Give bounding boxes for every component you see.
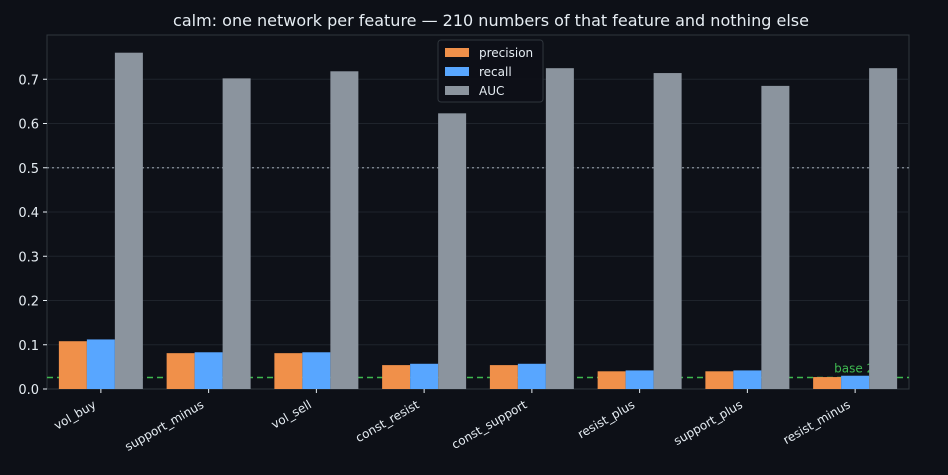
bar-recall-resist_plus — [625, 370, 654, 389]
y-tick-label: 0.4 — [18, 206, 39, 221]
legend: precision recall AUC — [437, 39, 544, 103]
x-tick-label: resist_plus — [575, 397, 637, 441]
x-tick-label: vol_sell — [269, 397, 314, 431]
legend-swatch-precision — [445, 48, 469, 57]
x-tick-label: support_minus — [122, 397, 206, 453]
legend-swatch-recall — [445, 67, 469, 76]
bar-auc-resist_plus — [653, 73, 682, 390]
bar-auc-const_resist — [438, 113, 467, 389]
bar-precision-resist_plus — [597, 371, 626, 389]
bar-recall-vol_buy — [86, 339, 115, 389]
bar-precision-const_resist — [382, 365, 411, 389]
y-tick-label: 0.7 — [18, 73, 39, 88]
legend-swatch-auc — [445, 86, 469, 95]
y-tick-label: 0.2 — [18, 295, 39, 310]
bar-precision-vol_sell — [274, 353, 303, 389]
bar-precision-support_minus — [166, 353, 195, 389]
bars — [58, 52, 898, 390]
bar-auc-resist_minus — [869, 68, 898, 389]
x-tick-label: vol_buy — [51, 397, 98, 432]
chart-title: calm: one network per feature — 210 numb… — [173, 11, 809, 30]
bar-recall-vol_sell — [302, 352, 331, 389]
bar-auc-support_plus — [761, 85, 790, 389]
bar-auc-vol_sell — [330, 71, 359, 389]
x-tick-label: const_resist — [353, 397, 422, 445]
x-axis: vol_buy support_minus vol_sell const_resist… — [51, 389, 856, 454]
x-tick-label: resist_minus — [781, 397, 853, 447]
bar-recall-support_minus — [194, 352, 223, 389]
legend-label-precision: precision — [479, 46, 533, 60]
bar-precision-const_support — [489, 365, 518, 389]
bar-precision-vol_buy — [58, 341, 87, 389]
bar-recall-resist_minus — [841, 375, 870, 389]
bar-recall-const_support — [517, 363, 546, 389]
legend-label-recall: recall — [479, 65, 512, 79]
y-tick-label: 0.1 — [18, 339, 39, 354]
bar-auc-const_support — [545, 68, 574, 389]
x-tick-label: support_plus — [671, 397, 745, 448]
bar-recall-const_resist — [410, 363, 439, 389]
x-tick-label: const_support — [449, 397, 529, 452]
y-tick-label: 0.6 — [18, 118, 39, 133]
bar-recall-support_plus — [733, 370, 762, 389]
y-axis: 0.0 0.1 0.2 0.3 0.4 0.5 0.6 0.7 — [18, 73, 47, 398]
y-tick-label: 0.3 — [18, 250, 39, 265]
bar-precision-support_plus — [705, 371, 734, 389]
y-tick-label: 0.5 — [18, 162, 39, 177]
legend-label-auc: AUC — [479, 84, 504, 98]
bar-auc-vol_buy — [114, 52, 143, 389]
bar-precision-resist_minus — [813, 377, 842, 389]
bar-auc-support_minus — [222, 78, 251, 390]
y-tick-label: 0.0 — [18, 383, 39, 398]
